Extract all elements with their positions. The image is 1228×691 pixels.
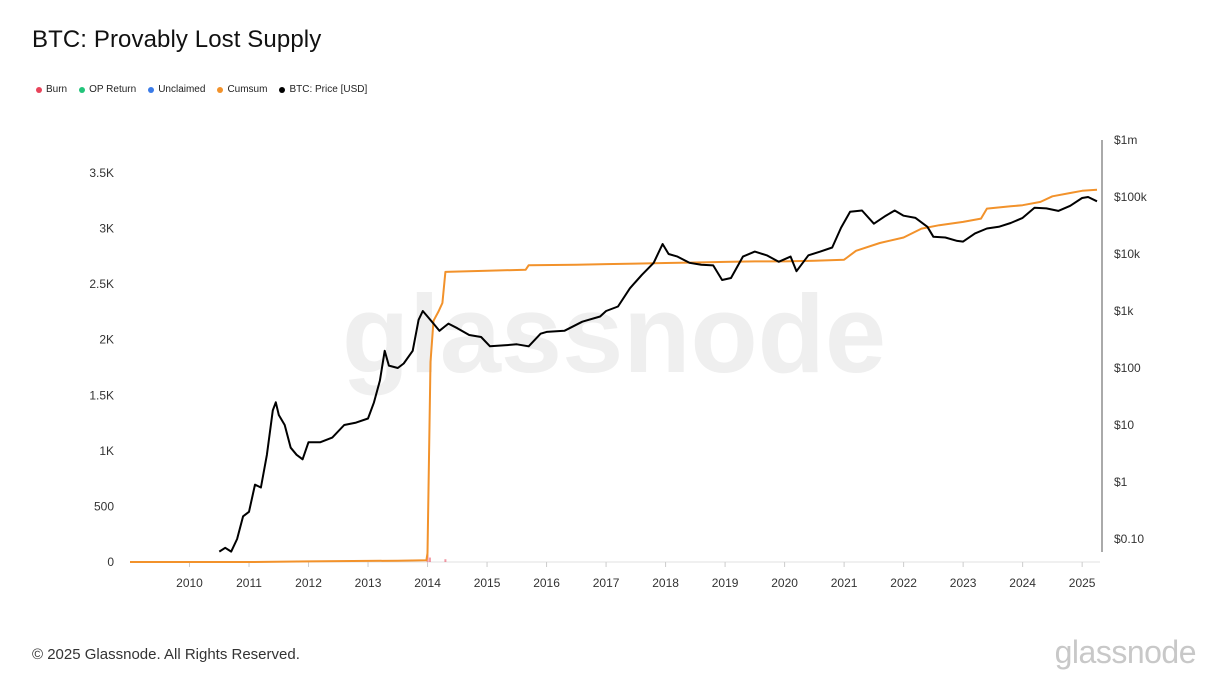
legend-label-unclaimed: Unclaimed xyxy=(158,84,206,95)
right-tick-label: $0.10 xyxy=(1114,532,1144,546)
x-tick-label: 2023 xyxy=(950,576,977,590)
right-tick-label: $10k xyxy=(1114,247,1141,261)
right-axis: $0.10 $1 $10 $100 $1k $10k $100k $1m xyxy=(1101,133,1148,552)
legend-dot-unclaimed xyxy=(148,86,155,93)
legend-item-btc-price[interactable]: BTC: Price [USD] xyxy=(279,84,367,95)
right-tick-label: $100 xyxy=(1114,361,1141,375)
left-tick-label: 3K xyxy=(99,222,114,236)
right-tick-label: $1k xyxy=(1114,304,1134,318)
x-axis: 2010 2011 2012 2013 2014 2015 2016 2017 2018 2019… xyxy=(176,562,1096,590)
x-tick-label: 2024 xyxy=(1009,576,1036,590)
legend-label-btc-price: BTC: Price [USD] xyxy=(289,84,368,95)
right-tick-label: $10 xyxy=(1114,418,1134,432)
left-tick-label: 500 xyxy=(94,499,114,513)
x-tick-label: 2012 xyxy=(295,576,322,590)
right-tick-label: $100k xyxy=(1114,190,1148,204)
legend-dot-cumsum xyxy=(217,86,224,93)
chart-legend: Burn OP Return Unclaimed Cumsum BTC: Pri… xyxy=(36,84,367,95)
chart-title: BTC: Provably Lost Supply xyxy=(32,26,322,53)
legend-dot-op-return xyxy=(79,86,86,93)
x-tick-label: 2020 xyxy=(771,576,798,590)
cumsum-line xyxy=(130,188,1098,563)
legend-label-cumsum: Cumsum xyxy=(227,84,268,95)
x-tick-label: 2011 xyxy=(236,576,262,590)
x-tick-label: 2018 xyxy=(652,576,679,590)
right-tick-label: $1 xyxy=(1114,475,1128,489)
burn-bar xyxy=(444,559,447,562)
legend-dot-burn xyxy=(36,86,42,93)
x-tick-label: 2014 xyxy=(414,576,441,590)
legend-item-unclaimed[interactable]: Unclaimed xyxy=(148,84,205,95)
legend-item-op-return[interactable]: OP Return xyxy=(79,84,136,95)
brand-logo: glassnode xyxy=(1054,634,1197,670)
legend-label-burn: Burn xyxy=(46,84,68,95)
left-tick-label: 1.5K xyxy=(89,388,114,402)
legend-item-burn[interactable]: Burn xyxy=(36,84,67,95)
legend-dot-btc-price xyxy=(279,86,286,93)
left-axis: 0 500 1K 1.5K 2K 2.5K 3K 3.5K xyxy=(89,166,1100,569)
left-tick-label: 3.5K xyxy=(89,166,114,180)
left-tick-label: 0 xyxy=(107,555,114,569)
left-tick-label: 2.5K xyxy=(89,277,114,291)
burn-bar xyxy=(428,557,431,562)
x-tick-label: 2015 xyxy=(474,576,501,590)
price-line xyxy=(218,196,1098,553)
right-tick-label: $1m xyxy=(1114,133,1137,147)
legend-label-op-return: OP Return xyxy=(89,84,137,95)
left-tick-label: 1K xyxy=(99,444,114,458)
x-tick-label: 2022 xyxy=(890,576,917,590)
x-tick-label: 2025 xyxy=(1069,576,1096,590)
x-tick-label: 2017 xyxy=(593,576,620,590)
x-tick-label: 2013 xyxy=(355,576,382,590)
watermark: glassnode xyxy=(342,273,886,396)
series-layer xyxy=(130,188,1098,563)
left-tick-label: 2K xyxy=(99,333,114,347)
x-tick-label: 2021 xyxy=(831,576,858,590)
x-tick-label: 2016 xyxy=(533,576,560,590)
x-tick-label: 2010 xyxy=(176,576,203,590)
legend-item-cumsum[interactable]: Cumsum xyxy=(217,84,267,95)
x-tick-label: 2019 xyxy=(712,576,739,590)
copyright-footer: © 2025 Glassnode. All Rights Reserved. xyxy=(32,646,300,663)
